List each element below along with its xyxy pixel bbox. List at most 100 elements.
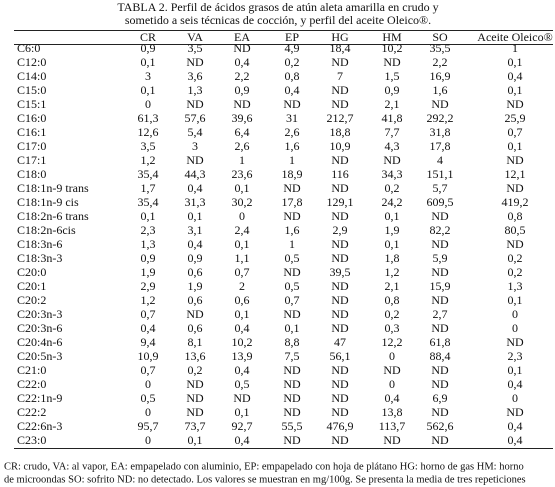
cell: 82,2 bbox=[430, 223, 451, 237]
cell: ND bbox=[283, 433, 301, 447]
cell: 1,3 bbox=[141, 237, 156, 251]
cell: 25,9 bbox=[505, 111, 526, 125]
cell: 1,6 bbox=[433, 83, 448, 97]
cell: 18,8 bbox=[330, 125, 351, 139]
cell: 0,4 bbox=[385, 391, 400, 405]
cell: 0,1 bbox=[235, 405, 250, 419]
row-label: C22:2 bbox=[17, 405, 46, 419]
cell: 2,9 bbox=[141, 279, 156, 293]
title-line: sometido a seis técnicas de cocción, y p… bbox=[125, 13, 431, 27]
row-label: C18:1n-9 cis bbox=[17, 195, 79, 209]
cell: 23,6 bbox=[232, 167, 253, 181]
cell: ND bbox=[506, 153, 524, 167]
cell: ND bbox=[283, 391, 301, 405]
cell: 3,5 bbox=[141, 139, 156, 153]
cell: 0,7 bbox=[141, 363, 156, 377]
cell: 2,3 bbox=[141, 223, 156, 237]
cell: 0,1 bbox=[235, 237, 250, 251]
cell: 12,1 bbox=[505, 167, 526, 181]
cell: 0,6 bbox=[235, 293, 250, 307]
cell: 0,8 bbox=[385, 293, 400, 307]
cell: 0,4 bbox=[508, 377, 523, 391]
cell: 0,4 bbox=[285, 83, 300, 97]
cell: 0 bbox=[512, 321, 518, 335]
cell: 44,3 bbox=[185, 167, 206, 181]
cell: 0,4 bbox=[188, 237, 203, 251]
cell: ND bbox=[186, 405, 204, 419]
cell: ND bbox=[431, 363, 449, 377]
cell: 0 bbox=[389, 377, 395, 391]
cell: 0,6 bbox=[188, 265, 203, 279]
cell: 0,2 bbox=[508, 265, 523, 279]
cell: 1,7 bbox=[141, 181, 156, 195]
row-label: C16:1 bbox=[17, 125, 46, 139]
cell: ND bbox=[331, 391, 349, 405]
cell: ND bbox=[331, 237, 349, 251]
cell: 151,1 bbox=[427, 167, 454, 181]
cell: 0 bbox=[512, 307, 518, 321]
cell: 0,2 bbox=[385, 181, 400, 195]
cell: 0,7 bbox=[235, 265, 250, 279]
cell: ND bbox=[431, 321, 449, 335]
cell: 0,4 bbox=[508, 69, 523, 83]
cell: 18,9 bbox=[282, 167, 303, 181]
cell: 0,1 bbox=[141, 83, 156, 97]
cell: ND bbox=[331, 153, 349, 167]
cell: 0,1 bbox=[508, 55, 523, 69]
cell: 39,5 bbox=[330, 265, 351, 279]
row-label: C15:1 bbox=[17, 97, 46, 111]
cell: ND bbox=[331, 209, 349, 223]
cell: 4,3 bbox=[385, 139, 400, 153]
cell: ND bbox=[331, 307, 349, 321]
cell: 2,2 bbox=[433, 55, 448, 69]
cell: 0,1 bbox=[235, 307, 250, 321]
cell: 1 bbox=[512, 41, 518, 55]
cell: 3 bbox=[192, 139, 198, 153]
cell: ND bbox=[506, 237, 524, 251]
cell: 7 bbox=[337, 69, 343, 83]
row-label: C21:0 bbox=[17, 363, 46, 377]
cell: 113,7 bbox=[379, 419, 406, 433]
row-label: C17:0 bbox=[17, 139, 46, 153]
column-header: CR bbox=[140, 30, 156, 44]
cell: 31,3 bbox=[185, 195, 206, 209]
cell: 1,9 bbox=[188, 279, 203, 293]
cell: 0,2 bbox=[285, 55, 300, 69]
cell: 2,2 bbox=[235, 69, 250, 83]
row-label: C18:3n-6 bbox=[17, 237, 62, 251]
cell: 8,1 bbox=[188, 335, 203, 349]
cell: 0,6 bbox=[188, 321, 203, 335]
cell: 2,4 bbox=[235, 223, 250, 237]
cell: 116 bbox=[331, 167, 349, 181]
cell: ND bbox=[186, 307, 204, 321]
row-label: C17:1 bbox=[17, 153, 46, 167]
cell: ND bbox=[186, 97, 204, 111]
cell: 9,4 bbox=[141, 335, 156, 349]
cell: 562,6 bbox=[427, 419, 454, 433]
cell: 0,8 bbox=[285, 69, 300, 83]
cell: 0,1 bbox=[188, 433, 203, 447]
cell: ND bbox=[331, 405, 349, 419]
cell: ND bbox=[331, 181, 349, 195]
cell: 0,9 bbox=[141, 41, 156, 55]
row-label: C22:0 bbox=[17, 377, 46, 391]
cell: 0,8 bbox=[508, 209, 523, 223]
cell: 1,6 bbox=[285, 223, 300, 237]
cell: ND bbox=[506, 335, 524, 349]
cell: ND bbox=[431, 405, 449, 419]
cell: ND bbox=[186, 55, 204, 69]
cell: 2,6 bbox=[285, 125, 300, 139]
cell: 35,4 bbox=[138, 167, 159, 181]
cell: 2,6 bbox=[235, 139, 250, 153]
cell: 0,1 bbox=[508, 139, 523, 153]
cell: 0,2 bbox=[385, 307, 400, 321]
row-label: C18:2n-6 trans bbox=[17, 209, 89, 223]
row-label: C22:6n-3 bbox=[17, 419, 62, 433]
cell: 0,6 bbox=[188, 293, 203, 307]
cell: 2,9 bbox=[333, 223, 348, 237]
cell: ND bbox=[331, 377, 349, 391]
cell: 1,3 bbox=[508, 279, 523, 293]
cell: 0 bbox=[145, 97, 151, 111]
cell: ND bbox=[283, 307, 301, 321]
cell: 2,7 bbox=[433, 307, 448, 321]
